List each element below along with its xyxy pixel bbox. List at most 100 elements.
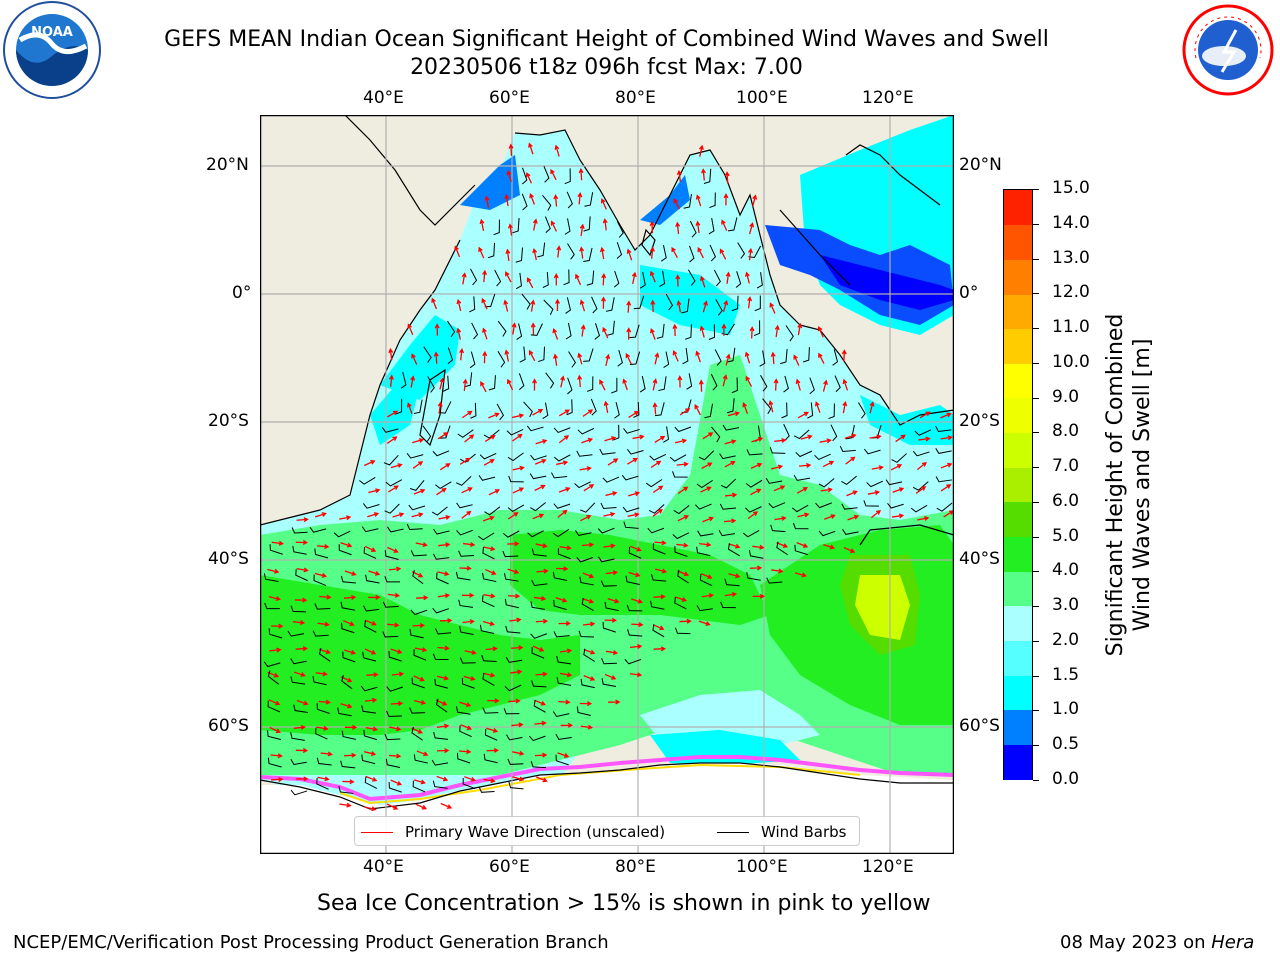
- wave-direction-arrow: [339, 515, 352, 521]
- wave-direction-arrow: [267, 568, 280, 574]
- wave-direction-arrow: [702, 516, 715, 523]
- wind-barb: [503, 708, 520, 715]
- wind-barb: [290, 789, 308, 796]
- wave-direction-arrow: [486, 727, 499, 733]
- wind-barb: [815, 502, 832, 509]
- wave-direction-arrow: [724, 461, 736, 468]
- wave-direction-arrow: [605, 570, 619, 576]
- wind-barb: [364, 620, 377, 633]
- wind-barb: [530, 633, 547, 639]
- wave-direction-arrow: [600, 296, 606, 309]
- colorbar-segment: [1004, 709, 1032, 745]
- vector-field: [263, 142, 954, 812]
- wave-direction-arrow: [534, 458, 547, 465]
- wave-direction-arrow: [608, 699, 621, 705]
- wave-direction-arrow: [503, 299, 509, 312]
- wind-barb: [650, 600, 665, 610]
- wind-barb: [439, 425, 451, 439]
- wind-barb: [710, 373, 718, 391]
- wave-direction-arrow: [436, 723, 450, 729]
- wind-barb: [553, 427, 571, 434]
- colorbar-tick-label: 3.0: [1052, 595, 1080, 616]
- wind-barb: [553, 503, 571, 509]
- wave-direction-arrow: [677, 375, 683, 388]
- wind-barb: [383, 454, 399, 466]
- wave-direction-arrow: [388, 347, 394, 361]
- wave-direction-arrow: [461, 487, 473, 494]
- wind-barb: [505, 656, 523, 663]
- wind-barb: [553, 631, 570, 638]
- wave-direction-arrow: [512, 487, 525, 494]
- wave-direction-arrow: [366, 672, 379, 678]
- wave-direction-arrow: [483, 459, 495, 466]
- wave-direction-arrow: [869, 401, 875, 414]
- wave-direction-arrow: [556, 460, 569, 466]
- wave-direction-arrow: [700, 275, 706, 288]
- wave-direction-arrow: [724, 592, 738, 597]
- wave-direction-arrow: [558, 409, 570, 417]
- wave-direction-arrow: [626, 300, 632, 313]
- wind-barb: [633, 401, 640, 418]
- colorbar-segment: [1004, 293, 1032, 330]
- wave-direction-arrow: [536, 568, 549, 574]
- wave-direction-arrow: [486, 747, 500, 753]
- wave-direction-arrow: [365, 619, 377, 626]
- wind-barb: [935, 425, 952, 433]
- wind-barb: [456, 475, 472, 486]
- wave-direction-arrow: [559, 545, 572, 551]
- wave-direction-arrow: [511, 722, 524, 728]
- wind-barb: [776, 541, 788, 556]
- colorbar-segment: [1004, 259, 1032, 295]
- wave-direction-arrow: [505, 271, 512, 283]
- wind-barb: [912, 450, 930, 457]
- wave-direction-arrow: [316, 725, 329, 731]
- wind-barb: [674, 546, 688, 557]
- colorbar-segment: [1004, 640, 1032, 676]
- wave-direction-arrow: [796, 487, 809, 494]
- wave-direction-arrow: [532, 409, 544, 416]
- wave-direction-arrow: [847, 514, 860, 521]
- nws-logo: [1176, 0, 1280, 108]
- wind-barb: [727, 347, 736, 363]
- wave-direction-arrow: [722, 299, 729, 313]
- wind-barb: [538, 346, 546, 363]
- wind-barb: [544, 216, 551, 234]
- wind-barb: [410, 550, 427, 557]
- legend-label-wave-direction: Primary Wave Direction (unscaled): [405, 823, 666, 841]
- wave-direction-arrow: [774, 324, 780, 338]
- wave-direction-arrow: [581, 437, 594, 444]
- wave-direction-arrow: [631, 622, 644, 628]
- wind-barb: [555, 754, 569, 766]
- wind-barb: [672, 471, 688, 478]
- wind-barb: [914, 429, 932, 436]
- wind-barb: [672, 532, 690, 540]
- wind-barb: [654, 402, 665, 417]
- wave-direction-arrow: [721, 219, 728, 231]
- wave-direction-arrow: [413, 675, 425, 682]
- chart-subtitle: 20230506 t18z 096h fcst Max: 7.00: [410, 55, 803, 80]
- colorbar-tick-label: 14.0: [1052, 212, 1090, 233]
- wind-barb: [267, 700, 281, 713]
- wave-direction-arrow: [653, 646, 666, 652]
- wind-barb: [698, 450, 715, 461]
- wind-barb: [341, 622, 355, 634]
- wave-direction-arrow: [511, 413, 525, 419]
- wave-direction-arrow: [771, 568, 784, 574]
- wind-barb: [497, 320, 507, 337]
- wave-direction-arrow: [891, 513, 905, 519]
- footer-credit: NCEP/EMC/Verification Post Processing Pr…: [13, 932, 609, 953]
- wave-direction-arrow: [438, 542, 451, 548]
- wave-direction-arrow: [528, 349, 536, 362]
- wave-direction-arrow: [582, 572, 595, 579]
- wave-direction-arrow: [437, 571, 450, 577]
- wave-direction-arrow: [652, 624, 665, 631]
- wind-barb: [599, 448, 616, 455]
- wave-direction-arrow: [487, 698, 500, 704]
- lon-label-bottom: 100°E: [736, 857, 788, 877]
- wave-direction-arrow: [919, 411, 931, 419]
- wave-direction-arrow: [438, 514, 451, 520]
- wind-barb: [681, 298, 690, 314]
- wave-direction-arrow: [530, 322, 536, 335]
- wind-barb: [433, 553, 450, 560]
- wind-barb: [809, 377, 815, 395]
